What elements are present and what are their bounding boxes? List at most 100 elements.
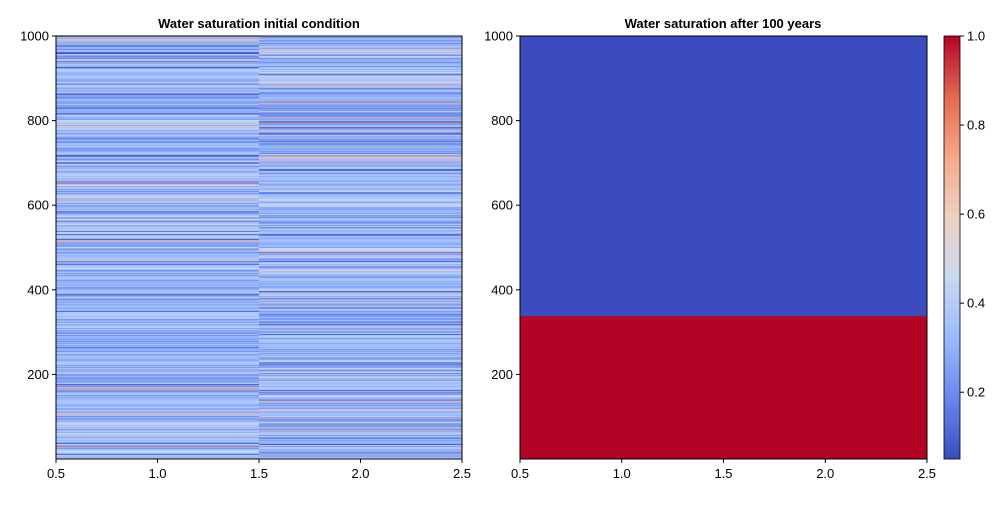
heatmap-layer-cell — [259, 200, 463, 203]
heatmap-layer-cell — [259, 412, 463, 414]
heatmap-layer-cell — [259, 125, 463, 127]
heatmap-layer-cell — [259, 387, 463, 389]
heatmap-layer-cell — [56, 361, 260, 363]
heatmap-layer-cell — [259, 190, 463, 192]
heatmap-layer-cell — [56, 383, 260, 385]
heatmap-layer-cell — [259, 123, 463, 126]
heatmap-layer-cell — [259, 404, 463, 407]
x-tick-label: 1.5 — [714, 466, 732, 481]
heatmap-layer-cell — [259, 82, 463, 84]
heatmap-layer-cell — [56, 272, 260, 274]
heatmap-layer-cell — [56, 197, 260, 199]
heatmap-layer-cell — [259, 213, 463, 215]
heatmap-layer-cell — [259, 335, 463, 337]
heatmap-layer-cell — [56, 326, 260, 328]
heatmap-layer-cell — [259, 336, 463, 338]
heatmap-layer-cell — [259, 350, 463, 352]
heatmap-layer-cell — [259, 362, 463, 364]
heatmap-layer-cell — [56, 404, 260, 406]
heatmap-layer-cell — [259, 393, 463, 395]
heatmap-layer-cell — [259, 118, 463, 121]
heatmap-layer-cell — [56, 444, 260, 446]
heatmap-layer-cell — [259, 220, 463, 222]
heatmap-layer-cell — [56, 101, 260, 104]
heatmap-layer-cell — [56, 357, 260, 359]
heatmap-layer-cell — [259, 145, 463, 148]
heatmap-layer-cell — [259, 189, 463, 192]
heatmap-layer-cell — [259, 345, 463, 347]
heatmap-layer-cell — [56, 393, 260, 395]
heatmap-layer-cell — [56, 147, 260, 149]
heatmap-layer-cell — [259, 70, 463, 72]
heatmap-layer-cell — [56, 179, 260, 181]
heatmap-layer-cell — [259, 81, 463, 83]
heatmap-layer-cell — [259, 368, 463, 370]
heatmap-layer-cell — [56, 301, 260, 303]
heatmap-layer-cell — [56, 151, 260, 153]
heatmap-layer-cell — [56, 250, 260, 252]
heatmap-layer-cell — [56, 303, 260, 305]
heatmap-layer-cell — [259, 277, 463, 280]
heatmap-layer-cell — [56, 152, 260, 154]
heatmap-layer-cell — [56, 364, 260, 366]
heatmap-layer-cell — [259, 374, 463, 376]
heatmap-layer-cell — [259, 443, 463, 445]
heatmap-layer-cell — [56, 423, 260, 425]
heatmap-layer-cell — [56, 433, 260, 435]
heatmap-layer-cell — [56, 321, 260, 324]
heatmap-layer-cell — [56, 45, 260, 47]
heatmap-layer-cell — [56, 246, 260, 248]
heatmap-layer-cell — [56, 54, 260, 56]
heatmap-layer-cell — [56, 53, 260, 55]
heatmap-layer-cell — [56, 274, 260, 276]
heatmap-layer-cell — [259, 372, 463, 374]
heatmap-layer-cell — [56, 416, 260, 418]
heatmap-layer-cell — [56, 73, 260, 75]
heatmap-layer-cell — [259, 164, 463, 166]
colorbar-gradient — [943, 35, 961, 460]
heatmap-layer-cell — [259, 332, 463, 334]
heatmap-layer-cell — [259, 107, 463, 109]
heatmap-layer-cell — [259, 256, 463, 258]
heatmap-layer-cell — [259, 94, 463, 96]
heatmap-layer-cell — [259, 56, 463, 58]
heatmap-layer-cell — [259, 272, 463, 274]
heatmap-layer-cell — [56, 266, 260, 268]
heatmap-layer-cell — [259, 185, 463, 187]
heatmap-layer-cell — [56, 211, 260, 213]
heatmap-layer-cell — [56, 79, 260, 81]
heatmap-layer-cell — [56, 250, 260, 253]
heatmap-layer-cell — [56, 188, 260, 190]
heatmap-layer-cell — [56, 331, 260, 333]
heatmap-layer-cell — [259, 58, 463, 60]
heatmap-layer-cell — [259, 206, 463, 208]
heatmap-layer-cell — [56, 200, 260, 202]
heatmap-layer-cell — [259, 216, 463, 218]
heatmap-layer-cell — [56, 275, 260, 277]
heatmap-layer-cell — [259, 110, 463, 112]
heatmap-layer-cell — [259, 90, 463, 92]
heatmap-layer-cell — [259, 440, 463, 442]
heatmap-layer-cell — [56, 277, 260, 280]
heatmap-layer-cell — [56, 168, 260, 170]
heatmap-layer-cell — [259, 79, 463, 82]
heatmap-layer-cell — [56, 453, 260, 456]
heatmap-layer-cell — [56, 64, 260, 66]
heatmap-layer-cell — [259, 136, 463, 138]
heatmap-layer-cell — [56, 217, 260, 219]
heatmap-layer-cell — [259, 425, 463, 427]
heatmap-layer-cell — [259, 90, 463, 93]
heatmap-layer-cell — [259, 173, 463, 175]
heatmap-layer-cell — [56, 214, 260, 216]
heatmap-layer-cell — [56, 291, 260, 293]
heatmap-layer-cell — [56, 281, 260, 283]
heatmap-layer-cell — [259, 399, 463, 401]
heatmap-layer-cell — [259, 281, 463, 283]
heatmap-layer-cell — [56, 349, 260, 351]
y-tick-label: 1000 — [484, 29, 513, 44]
heatmap-layer-cell — [56, 156, 260, 158]
heatmap-layer-cell — [259, 179, 463, 181]
heatmap-layer-cell — [56, 327, 260, 329]
heatmap-layer-cell — [56, 283, 260, 285]
heatmap-layer-cell — [56, 238, 260, 240]
